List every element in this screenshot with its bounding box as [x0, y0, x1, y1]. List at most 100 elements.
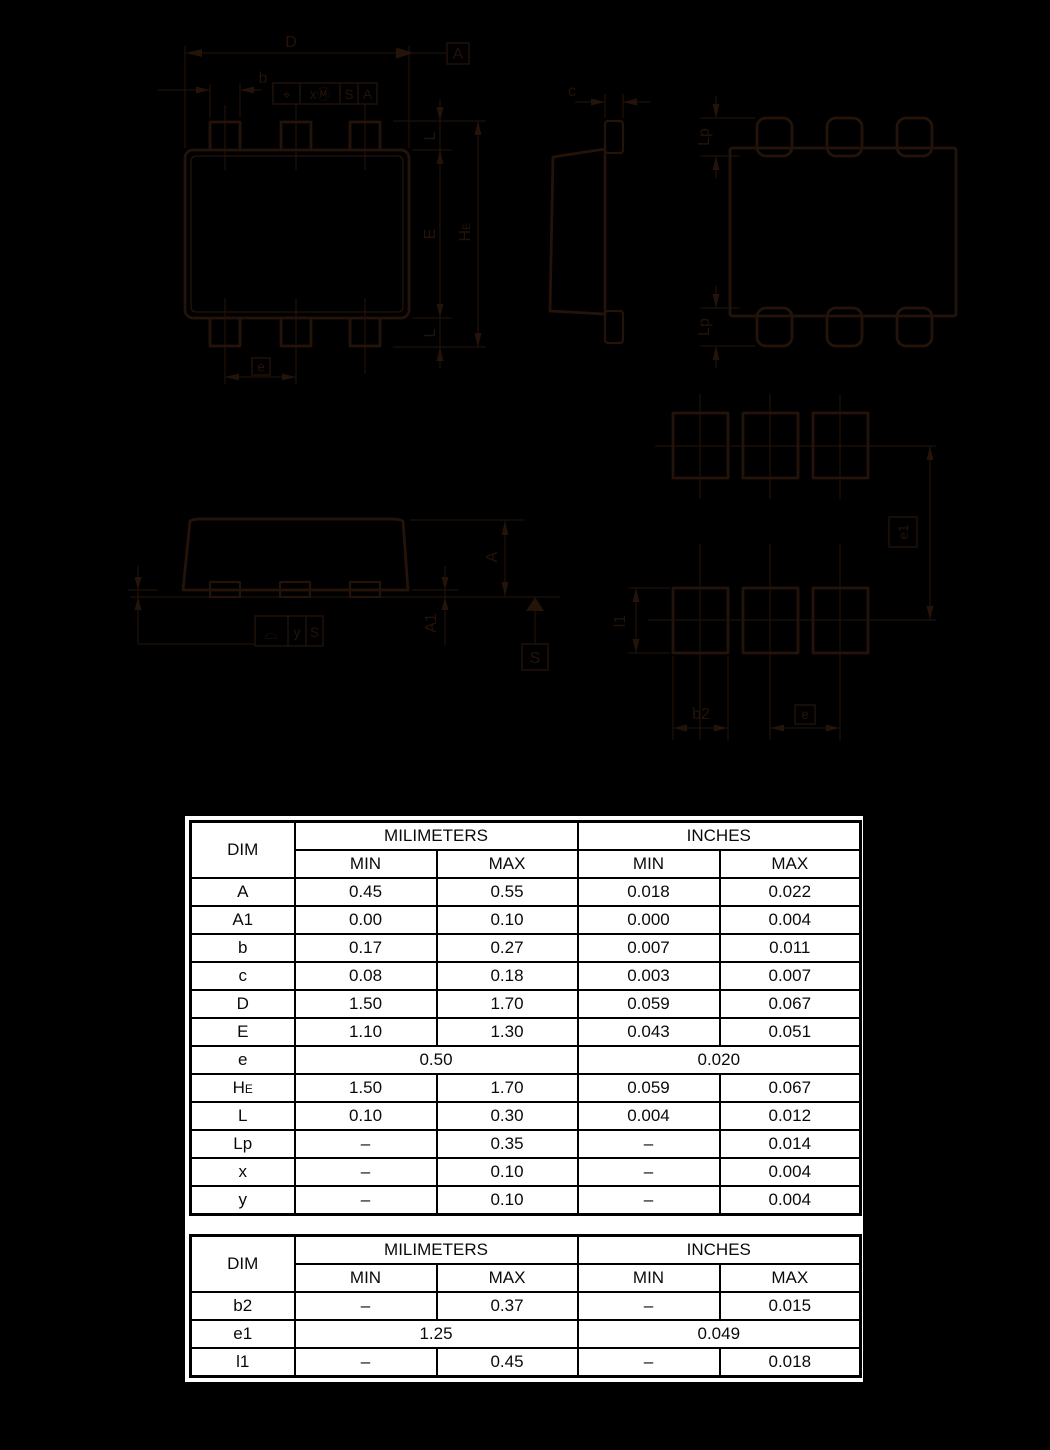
dim-label-D: D — [285, 34, 297, 51]
mm-max-cell: 0.10 — [435, 905, 579, 935]
dimension-tables-panel: DIM MILIMETERS INCHES MIN MAX MIN MAX A 0.45 0.55… — [185, 816, 863, 1382]
bottom-view-drawing: Lp Lp — [696, 96, 958, 368]
header-in-max: MAX — [718, 849, 862, 879]
header-inches: INCHES — [576, 820, 862, 851]
table-row-c: c 0.08 0.18 0.003 0.007 — [189, 961, 862, 991]
fcf2-datum-s: S — [310, 625, 319, 640]
dim-symbol-cell: A — [189, 877, 296, 907]
table-row-HE: HE 1.50 1.70 0.059 0.067 — [189, 1073, 862, 1103]
bottom-pad-bottom-3 — [895, 306, 934, 348]
table-row-x: x –0.10–0.004 — [189, 1157, 862, 1187]
mm-max-cell: 1.70 — [435, 1073, 579, 1103]
fcf-datum-s: S — [344, 87, 353, 102]
table-row-A: A 0.45 0.55 0.018 0.022 — [189, 877, 862, 907]
in-min-cell: 0.000 — [576, 905, 721, 935]
dim-label-b: b — [259, 70, 268, 87]
dim-label-c: c — [568, 83, 576, 100]
header-inches: INCHES — [576, 1234, 862, 1265]
bottom-pad-top-2 — [825, 116, 864, 158]
mm-max-cell: 0.35 — [435, 1129, 579, 1159]
header-dim: DIM — [189, 820, 296, 879]
header-in-min: MIN — [576, 1263, 721, 1293]
in-min-cell: 0.003 — [576, 961, 721, 991]
header-milimeters: MILIMETERS — [293, 1234, 579, 1265]
mm-max-cell: 0.55 — [435, 877, 579, 907]
in-max-cell: 0.007 — [718, 961, 862, 991]
package-body-inner-outline — [190, 155, 404, 313]
header-dim: DIM — [189, 1234, 296, 1293]
dim-label-e-land: e — [801, 707, 809, 722]
dim-label-A1: A1 — [423, 613, 440, 633]
fcf-tolerance: xⓂ — [310, 87, 331, 102]
mm-min-cell: 0.00 — [293, 905, 438, 935]
dim-label-L-top: L — [422, 131, 439, 140]
bottom-pad-top-1 — [755, 116, 794, 158]
datum-triangle — [526, 597, 544, 611]
dim-symbol-cell: e1 — [189, 1319, 296, 1349]
mm-min-cell: 0.10 — [293, 1101, 438, 1131]
in-max-cell: 0.051 — [718, 1017, 862, 1047]
dim-symbol-cell: y — [189, 1185, 296, 1216]
mm-min-cell: – — [293, 1129, 438, 1159]
mm-value-cell: 1.25 — [293, 1319, 579, 1349]
front-view-drawing: A A1 ⌓ y S S — [128, 517, 560, 671]
in-max-cell: 0.004 — [718, 1157, 862, 1187]
dim-symbol-cell: Lp — [189, 1129, 296, 1159]
header-mm-max: MAX — [435, 1263, 579, 1293]
datum-a-box — [446, 42, 470, 65]
in-min-cell: 0.059 — [576, 1073, 721, 1103]
dim-symbol-cell: l1 — [189, 1347, 296, 1378]
table-row-y: y –0.10–0.004 — [189, 1185, 862, 1216]
dim-symbol-cell: b — [189, 933, 296, 963]
in-max-cell: 0.012 — [718, 1101, 862, 1131]
side-lead-bottom — [603, 309, 625, 345]
in-max-cell: 0.011 — [718, 933, 862, 963]
in-min-cell: – — [576, 1157, 721, 1187]
top-view-drawing: D A b ⌖ xⓂ S A L E L — [158, 34, 486, 384]
in-min-cell: 0.004 — [576, 1101, 721, 1131]
dim-label-e-pitch: e — [257, 360, 265, 375]
header-mm-min: MIN — [293, 849, 438, 879]
mm-min-cell: – — [293, 1185, 438, 1216]
dim-symbol-cell: A1 — [189, 905, 296, 935]
in-min-cell: – — [576, 1185, 721, 1216]
table-row-A1: A1 0.00 0.10 0.000 0.004 — [189, 905, 862, 935]
mm-max-cell: 0.10 — [435, 1185, 579, 1216]
feature-control-frame-seating: ⌓ y S — [254, 615, 324, 647]
header-mm-max: MAX — [435, 849, 579, 879]
mm-min-cell: 1.50 — [293, 989, 438, 1019]
in-min-cell: – — [576, 1291, 721, 1321]
mm-min-cell: – — [293, 1291, 438, 1321]
fcf-datum-a: A — [363, 87, 372, 102]
dim-label-Lp-bottom: Lp — [696, 318, 713, 336]
side-lead-top — [603, 119, 625, 155]
in-value-cell: 0.049 — [576, 1319, 862, 1349]
in-max-cell: 0.067 — [718, 1073, 862, 1103]
feature-control-frame-position: ⌖ xⓂ S A — [272, 82, 378, 105]
in-max-cell: 0.015 — [718, 1291, 862, 1321]
datum-a-label: A — [453, 46, 464, 63]
mm-min-cell: 0.17 — [293, 933, 438, 963]
header-mm-min: MIN — [293, 1263, 438, 1293]
mm-max-cell: 1.70 — [435, 989, 579, 1019]
dim-label-l1: l1 — [612, 615, 629, 628]
mm-max-cell: 0.27 — [435, 933, 579, 963]
mm-max-cell: 0.18 — [435, 961, 579, 991]
dim-label-b2: b2 — [692, 706, 710, 723]
table-row-l1: l1–0.45–0.018 — [189, 1347, 862, 1378]
mm-min-cell: 1.10 — [293, 1017, 438, 1047]
front-body-outline — [181, 517, 410, 592]
dim-label-L-bottom: L — [422, 328, 439, 337]
mm-min-cell: 1.50 — [293, 1073, 438, 1103]
mm-max-cell: 0.30 — [435, 1101, 579, 1131]
bottom-pad-bottom-2 — [825, 306, 864, 348]
dim-symbol-cell: x — [189, 1157, 296, 1187]
dim-symbol-cell: L — [189, 1101, 296, 1131]
table-row-b: b 0.17 0.27 0.007 0.011 — [189, 933, 862, 963]
bottom-body-outline — [728, 146, 958, 318]
in-max-cell: 0.018 — [718, 1347, 862, 1378]
datum-s-label: S — [530, 650, 541, 667]
mm-min-cell: – — [293, 1157, 438, 1187]
dim-label-HE: HE — [457, 223, 474, 242]
